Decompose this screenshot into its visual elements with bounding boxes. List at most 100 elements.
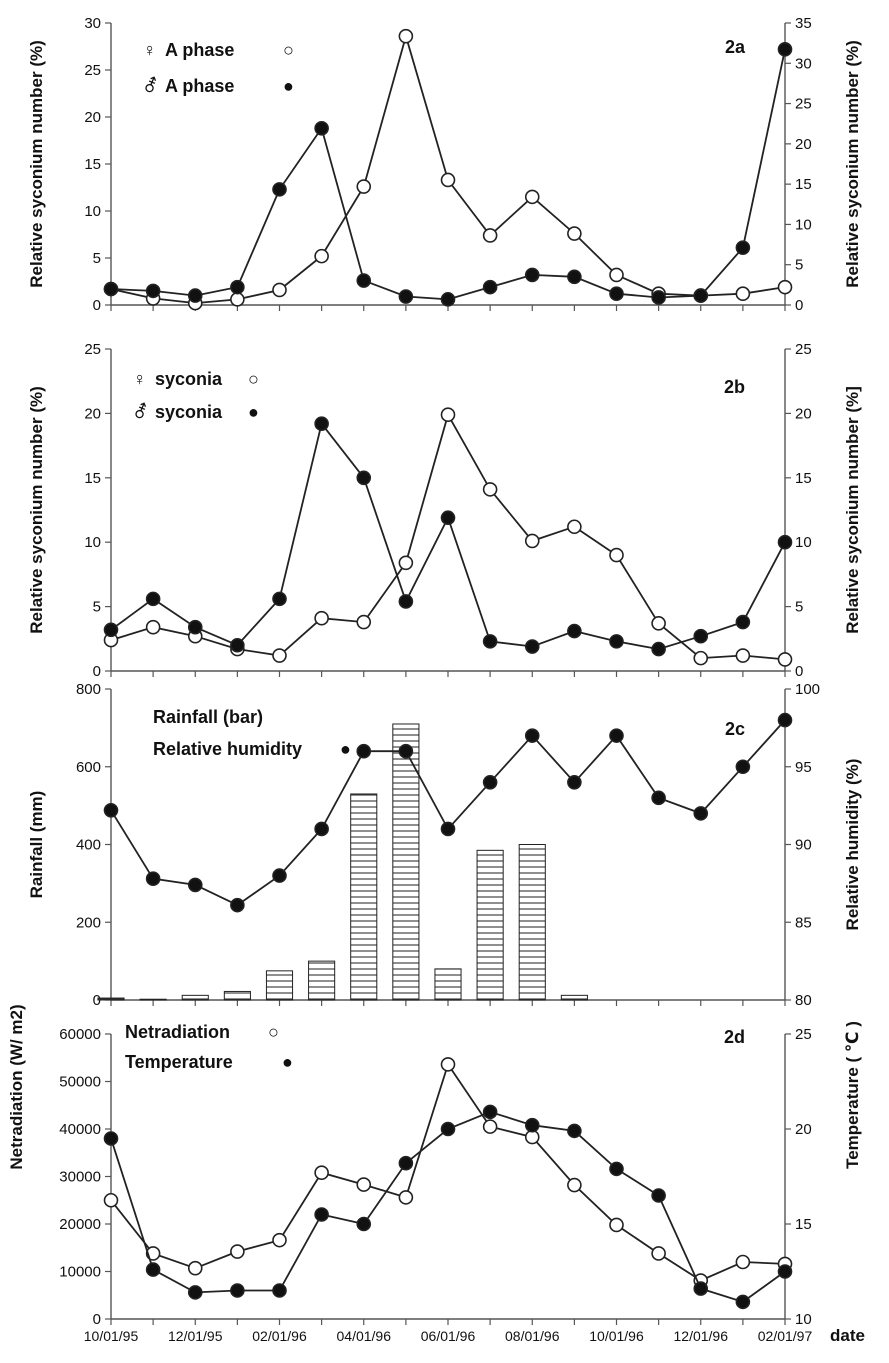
panel-2d-label: 2d bbox=[724, 1027, 745, 1047]
data-point-filled bbox=[482, 1104, 498, 1120]
panel-2c-left-tick-label: 400 bbox=[76, 837, 101, 854]
panel-2b-right-tick-label: 15 bbox=[795, 470, 812, 487]
data-point-filled bbox=[440, 821, 456, 837]
data-point-filled bbox=[145, 1262, 161, 1277]
legend-2d-netradiation-label: Netradiation bbox=[125, 1022, 230, 1042]
panel-2b-right-axis-title: Relative syconium number (%] bbox=[843, 386, 862, 634]
panel-2c-left-axis-title: Rainfall (mm) bbox=[27, 791, 46, 899]
panel-2a-right-tick-label: 30 bbox=[795, 55, 812, 72]
data-point-open bbox=[103, 1192, 119, 1208]
panel-2b-left-tick-label: 25 bbox=[84, 341, 101, 358]
data-point-filled bbox=[693, 806, 709, 821]
panel-2a-right-axis-title: Relative syconium number (%) bbox=[843, 40, 862, 288]
legend-2b-male-label: syconia bbox=[155, 402, 223, 422]
panel-2a-right-tick-label: 5 bbox=[795, 257, 803, 274]
panel-2c-right-tick-label: 90 bbox=[795, 837, 812, 854]
legend-2b-female-marker: ○ bbox=[248, 369, 259, 389]
panel-2c-left-tick-label: 0 bbox=[93, 992, 101, 1009]
panel-2c: 0 200 400 600 800 80 85 90 95 100 2c Rainfall (mm… bbox=[27, 681, 862, 1009]
panel-2b-series-line-2 bbox=[110, 421, 786, 651]
panel-2c-plot: 0 200 400 600 800 80 85 90 95 100 bbox=[76, 681, 820, 1009]
data-point-filled bbox=[777, 712, 793, 728]
data-point-open bbox=[230, 1244, 245, 1259]
data-point-filled bbox=[482, 279, 498, 295]
legend-2d-netradiation-marker: ○ bbox=[268, 1022, 279, 1042]
data-point-filled bbox=[230, 279, 245, 295]
panel-2a: 0 5 10 15 20 25 30 0 5 10 15 20 25 30 35 2a Relative s… bbox=[27, 15, 862, 314]
data-point-filled bbox=[398, 1155, 414, 1171]
data-point-filled bbox=[440, 1121, 456, 1137]
data-point-open bbox=[398, 28, 414, 44]
legend-2b-male-marker: ● bbox=[248, 402, 259, 422]
data-point-filled bbox=[314, 120, 329, 136]
legend-2c-humidity-label: Relative humidity bbox=[153, 739, 302, 759]
panel-2d: 010000200003000040000500006000010152025 … bbox=[7, 1004, 862, 1328]
panel-2a-left-tick-label: 5 bbox=[93, 250, 101, 267]
data-point-filled bbox=[356, 743, 372, 759]
data-point-open bbox=[272, 282, 287, 298]
panel-2d-left-tick-label: 50000 bbox=[59, 1074, 101, 1091]
data-point-filled bbox=[356, 1216, 372, 1232]
legend-2a-female-marker: ○ bbox=[283, 40, 294, 60]
data-point-open bbox=[314, 1165, 329, 1180]
panel-2b-right-tick-label: 10 bbox=[795, 534, 812, 551]
panel-2d-series-line-2 bbox=[110, 1110, 786, 1303]
data-point-filled bbox=[609, 286, 624, 302]
data-point-open bbox=[356, 179, 372, 194]
panel-2a-right-tick-label: 0 bbox=[795, 297, 803, 314]
data-point-filled bbox=[103, 281, 119, 297]
panel-2c-right-tick-label: 95 bbox=[795, 759, 812, 776]
panel-2d-left-axis-title: Netradiation (W/ m2) bbox=[7, 1004, 26, 1169]
panel-2a-right-tick-label: 10 bbox=[795, 216, 812, 233]
data-point-filled bbox=[187, 1285, 203, 1300]
data-point-open bbox=[272, 1232, 287, 1248]
legend-2a-female-symbol: ♀ bbox=[143, 40, 157, 60]
data-point-filled bbox=[735, 240, 751, 255]
data-point-filled bbox=[314, 1207, 329, 1222]
data-point-filled bbox=[693, 628, 709, 644]
data-point-filled bbox=[651, 290, 666, 305]
data-point-open bbox=[482, 1119, 498, 1134]
panel-2a-plot: 0 5 10 15 20 25 30 0 5 10 15 20 25 30 35 bbox=[84, 15, 811, 314]
data-point-filled bbox=[567, 623, 582, 639]
data-point-open bbox=[314, 248, 329, 264]
data-point-filled bbox=[567, 774, 582, 790]
panel-2a-left-tick-label: 25 bbox=[84, 62, 101, 79]
data-point-filled bbox=[272, 1283, 287, 1298]
data-point-open bbox=[145, 619, 161, 635]
date-tick-label: 10/01/96 bbox=[589, 1328, 644, 1344]
panel-2d-left-tick-label: 60000 bbox=[59, 1026, 101, 1043]
data-point-open bbox=[356, 614, 372, 630]
rainfall-bar bbox=[223, 990, 251, 1001]
data-point-filled bbox=[482, 774, 498, 790]
data-point-filled bbox=[735, 759, 751, 775]
data-point-open bbox=[187, 1260, 203, 1276]
data-point-filled bbox=[524, 728, 540, 743]
data-point-open bbox=[777, 652, 793, 667]
panel-2a-right-tick-label: 20 bbox=[795, 136, 812, 153]
data-point-filled bbox=[609, 634, 624, 649]
data-point-open bbox=[567, 226, 582, 241]
panel-2d-plot: 0 10000 20000 30000 40000 50000 60000 10 15 20 25 bbox=[59, 1026, 811, 1328]
panel-2a-left-tick-label: 10 bbox=[84, 203, 101, 220]
panel-2a-label: 2a bbox=[725, 37, 746, 57]
panel-2a-right-tick-label: 25 bbox=[795, 96, 812, 113]
panel-2d-left-tick-label: 30000 bbox=[59, 1169, 101, 1186]
data-point-filled bbox=[356, 470, 372, 486]
panel-2d-left-tick-label: 0 bbox=[93, 1311, 101, 1328]
data-point-filled bbox=[777, 42, 793, 57]
rainfall-bar bbox=[350, 793, 378, 1001]
data-point-open bbox=[777, 279, 793, 295]
panel-2c-legend: Rainfall (bar) Relative humidity ● bbox=[153, 707, 351, 759]
panel-2d-legend: Netradiation ○ Temperature ● bbox=[125, 1022, 293, 1072]
data-point-open bbox=[314, 610, 329, 626]
rainfall-bar bbox=[518, 844, 546, 1001]
legend-2d-temperature-label: Temperature bbox=[125, 1052, 233, 1072]
rainfall-bar bbox=[308, 960, 336, 1001]
data-point-open bbox=[440, 407, 456, 422]
panel-2a-left-tick-label: 30 bbox=[84, 15, 101, 32]
panel-2c-right-tick-label: 100 bbox=[795, 681, 820, 698]
data-point-filled bbox=[567, 1123, 582, 1139]
date-tick-label: 12/01/96 bbox=[674, 1328, 729, 1344]
data-point-filled bbox=[272, 591, 287, 607]
